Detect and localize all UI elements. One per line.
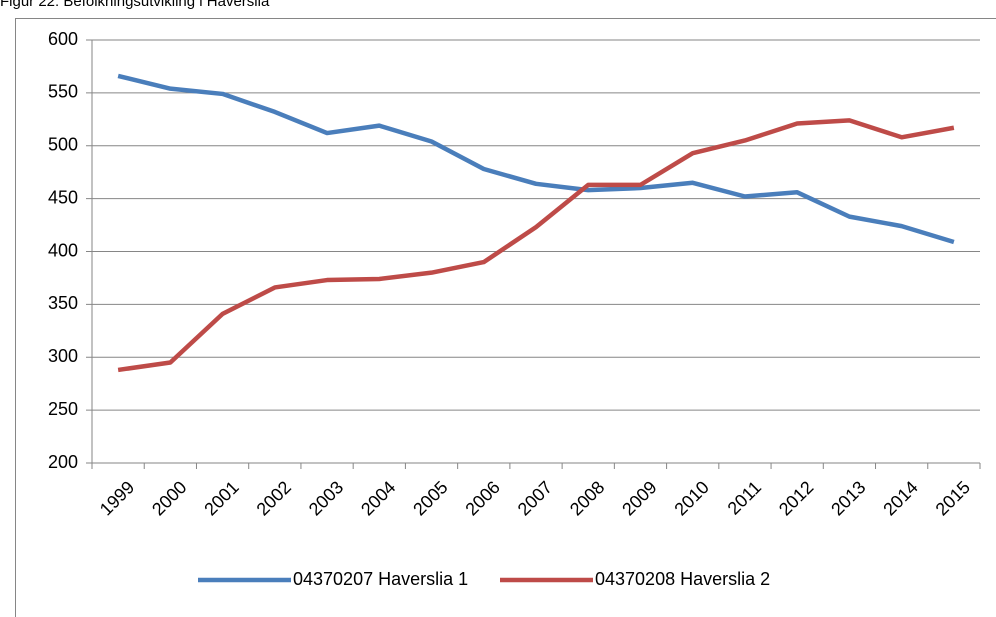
chart-frame: [15, 18, 996, 617]
y-tick-label: 450: [48, 187, 78, 207]
y-tick-label: 350: [48, 293, 78, 313]
line-series: [117, 73, 955, 245]
chart-title: Figur 22: Befolkningsutvikling i Haversl…: [0, 0, 270, 10]
y-tick-label: 600: [48, 29, 78, 49]
legend-label: 04370207 Haverslia 1: [293, 569, 468, 589]
legend-label: 04370208 Haverslia 2: [595, 569, 770, 589]
y-tick-label: 300: [48, 346, 78, 366]
y-tick-label: 550: [48, 82, 78, 102]
y-tick-label: 250: [48, 399, 78, 419]
line-series: [117, 118, 955, 373]
y-tick-label: 200: [48, 452, 78, 472]
y-tick-label: 500: [48, 135, 78, 155]
y-tick-label: 400: [48, 240, 78, 260]
